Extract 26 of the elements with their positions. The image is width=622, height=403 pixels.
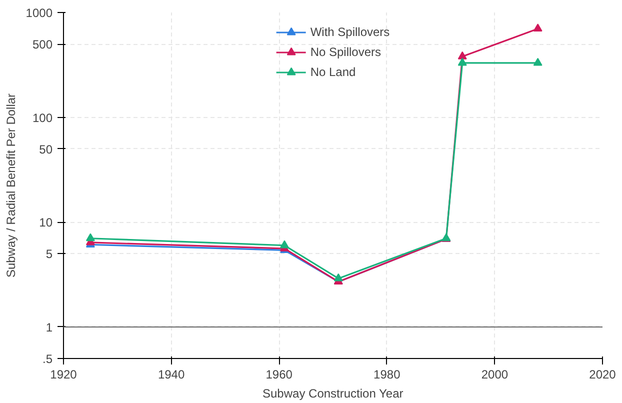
y-tick-label: 500: [32, 38, 53, 52]
y-tick-label: 100: [32, 110, 53, 125]
point: [280, 240, 289, 248]
legend-label: No Spillovers: [310, 45, 382, 59]
y-axis-title: Subway / Radial Benefit Per Dollar: [4, 93, 18, 278]
y-tick-label: 10: [39, 216, 53, 230]
point: [86, 233, 95, 242]
x-axis-title: Subway Construction Year: [262, 386, 404, 400]
x-tick-label: 1960: [266, 368, 293, 382]
point: [533, 58, 542, 66]
y-tick-label: 5: [46, 247, 53, 262]
x-tick-label: 1940: [158, 368, 185, 382]
point: [334, 273, 343, 282]
x-tick-label: 2000: [481, 368, 508, 382]
y-tick-label: 1000: [26, 6, 53, 20]
point: [458, 58, 467, 66]
y-tick-label: 50: [39, 142, 53, 156]
point: [533, 24, 542, 32]
x-tick-label: 1920: [50, 368, 78, 382]
y-tick-label: .5: [42, 352, 53, 366]
legend-label: With Spillovers: [310, 25, 390, 39]
y-tick-label: 1: [46, 320, 53, 334]
x-tick-label: 2020: [589, 368, 616, 382]
point: [458, 51, 467, 60]
x-tick-label: 1980: [374, 368, 401, 382]
legend-label: No Land: [310, 65, 356, 79]
